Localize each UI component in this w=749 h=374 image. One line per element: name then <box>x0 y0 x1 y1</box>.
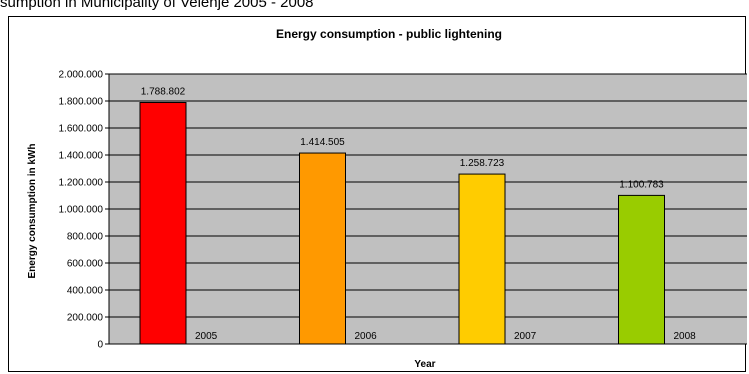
bar <box>458 173 506 345</box>
data-label: 1.258.723 <box>460 158 505 169</box>
x-axis-label: Year <box>414 359 435 370</box>
y-tick-label: 1.000.000 <box>59 205 104 216</box>
y-tick-label: 200.000 <box>67 313 104 324</box>
data-label: 1.100.783 <box>619 179 664 190</box>
y-tick-label: 1.400.000 <box>59 151 104 162</box>
y-tick-label: 1.600.000 <box>59 124 104 135</box>
data-label: 1.788.802 <box>141 87 186 98</box>
x-tick-label: 2006 <box>355 331 378 342</box>
bar <box>299 152 346 345</box>
bar-chart: Energy consumption - public lightening E… <box>27 27 747 370</box>
y-tick-label: 400.000 <box>67 286 104 297</box>
plot-area: 0 200.000 400.000 600.000 800.000 1.000.000 1.… <box>59 70 747 351</box>
x-tick-label: 2008 <box>674 331 697 342</box>
y-tick-label: 1.800.000 <box>59 97 104 108</box>
page-caption: sumption in Municipality of Velenje 2005… <box>0 0 314 11</box>
y-tick-label: 600.000 <box>67 259 104 270</box>
x-tick-label: 2007 <box>514 331 537 342</box>
y-tick-label: 1.200.000 <box>59 178 104 189</box>
bar <box>618 194 665 345</box>
y-tick-label: 800.000 <box>67 232 104 243</box>
chart-frame: Energy consumption - public lightening E… <box>8 16 747 372</box>
x-tick-label: 2005 <box>195 331 218 342</box>
y-axis-label: Energy consumption in kWh <box>27 143 38 278</box>
chart-title: Energy consumption - public lightening <box>276 27 502 41</box>
y-tick-label: 2.000.000 <box>59 70 104 81</box>
bar <box>139 102 187 345</box>
data-label: 1.414.505 <box>300 137 345 148</box>
y-tick-label: 0 <box>97 340 103 351</box>
